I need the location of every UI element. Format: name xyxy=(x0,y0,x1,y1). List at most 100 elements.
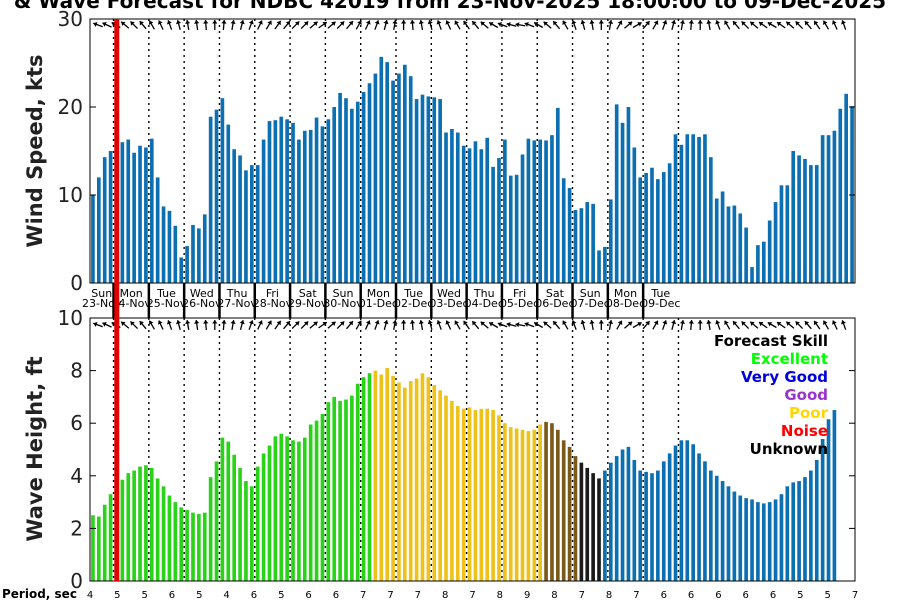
wind-bar xyxy=(214,109,219,283)
wind-bar xyxy=(608,199,613,283)
wind-bar xyxy=(820,135,825,283)
day-date-label: 02-Dec xyxy=(394,297,433,310)
wind-bar xyxy=(361,92,366,283)
wind-bar xyxy=(573,209,578,283)
wind-bar xyxy=(450,129,454,283)
wave-arrow-icon xyxy=(841,320,847,330)
wave-bar xyxy=(661,461,666,581)
wind-bar xyxy=(685,134,690,283)
wind-ytick-label: 20 xyxy=(58,95,83,119)
wave-bar xyxy=(97,516,101,582)
wave-bar xyxy=(373,370,378,581)
wind-arrow-icon xyxy=(203,19,209,31)
wind-arrow-icon xyxy=(749,21,759,29)
wind-bar xyxy=(585,202,590,283)
wind-bar xyxy=(485,137,490,283)
wave-bar xyxy=(538,424,542,581)
wave-bar xyxy=(344,399,348,581)
wind-arrow-icon xyxy=(221,19,227,31)
wave-bar xyxy=(514,428,519,581)
wind-arrow-icon xyxy=(418,19,424,31)
wave-bar xyxy=(320,414,325,581)
wind-bar xyxy=(367,83,372,284)
wind-ytick-label: 30 xyxy=(58,7,83,31)
day-name-label: Fri xyxy=(513,287,526,300)
wind-bar xyxy=(773,202,778,283)
wind-arrow-icon xyxy=(688,19,694,31)
wave-arrow-icon xyxy=(148,320,155,330)
wind-arrow-icon xyxy=(327,21,336,29)
wave-arrow-icon xyxy=(248,320,254,330)
wave-arrow-icon xyxy=(741,321,750,329)
day-name-label: Tue xyxy=(403,287,423,300)
wind-bar xyxy=(714,198,719,283)
wave-bar xyxy=(191,512,195,581)
wind-bar xyxy=(420,94,425,284)
wind-bar xyxy=(603,246,607,283)
period-value: 6 xyxy=(743,590,749,600)
wind-arrow-icon xyxy=(822,20,830,30)
wind-arrow-icon xyxy=(345,20,354,30)
wind-arrow-icon xyxy=(336,21,345,29)
wave-y-ticks: 0 2 4 6 8 10 xyxy=(58,306,855,593)
wave-arrow-icon xyxy=(157,320,164,330)
wave-bar xyxy=(620,449,625,581)
period-value: 7 xyxy=(387,590,393,600)
wind-bar xyxy=(414,99,419,283)
wind-arrow-icon xyxy=(248,20,254,30)
wave-bar xyxy=(208,477,213,582)
wind-arrow-icon xyxy=(552,20,561,30)
wave-bar xyxy=(332,396,337,581)
wave-bar xyxy=(149,467,154,581)
wind-bar xyxy=(538,139,542,283)
wind-bar xyxy=(803,158,807,283)
wind-bar xyxy=(244,170,248,283)
wave-bar xyxy=(473,410,478,581)
legend-item: Noise xyxy=(781,422,828,440)
wind-bar xyxy=(479,149,484,283)
wind-bar xyxy=(467,148,472,283)
wave-bar xyxy=(326,402,331,581)
wave-arrow-icon xyxy=(661,320,668,330)
day-name-label: Tue xyxy=(156,287,176,300)
period-value: 7 xyxy=(469,590,475,600)
wind-arrow-icon xyxy=(642,20,651,30)
wind-arrow-icon xyxy=(515,22,526,28)
wind-bar xyxy=(179,257,184,283)
wind-bar xyxy=(544,140,548,283)
wave-bar xyxy=(638,470,643,581)
wind-arrow-icon xyxy=(758,21,768,29)
wind-arrow-icon xyxy=(488,21,499,29)
wind-arrow-icon xyxy=(832,20,838,30)
wave-bar xyxy=(573,456,578,581)
wind-bar xyxy=(691,134,695,283)
wave-direction-arrows xyxy=(93,319,847,331)
wave-bar xyxy=(397,382,401,581)
period-value: 4 xyxy=(87,590,93,600)
wave-arrow-icon xyxy=(697,320,703,330)
wave-arrow-icon xyxy=(401,320,407,330)
wave-bar xyxy=(803,477,807,582)
period-value: 7 xyxy=(852,590,858,600)
wave-bar xyxy=(408,381,413,581)
wave-bar xyxy=(232,454,236,581)
wave-arrow-icon xyxy=(120,321,130,329)
wind-bar xyxy=(620,122,625,283)
wave-bar xyxy=(385,367,389,581)
wave-bar xyxy=(732,491,737,581)
wave-bar xyxy=(285,436,289,581)
wind-arrow-icon xyxy=(679,19,686,31)
wave-bar xyxy=(820,438,825,581)
wave-arrow-icon xyxy=(274,320,282,330)
wave-ytick-label: 4 xyxy=(70,464,83,488)
day-date-label: 28-Nov xyxy=(253,297,293,310)
wind-arrow-icon xyxy=(454,20,461,30)
wave-bar xyxy=(644,471,648,582)
wave-bar xyxy=(556,429,560,581)
wave-bar xyxy=(591,473,595,581)
wind-arrow-icon xyxy=(265,20,272,30)
period-value: 4 xyxy=(223,590,229,600)
day-name-label: Sat xyxy=(546,287,565,300)
day-date-label: 24-Nov xyxy=(111,297,151,310)
wind-arrow-icon xyxy=(804,20,812,30)
